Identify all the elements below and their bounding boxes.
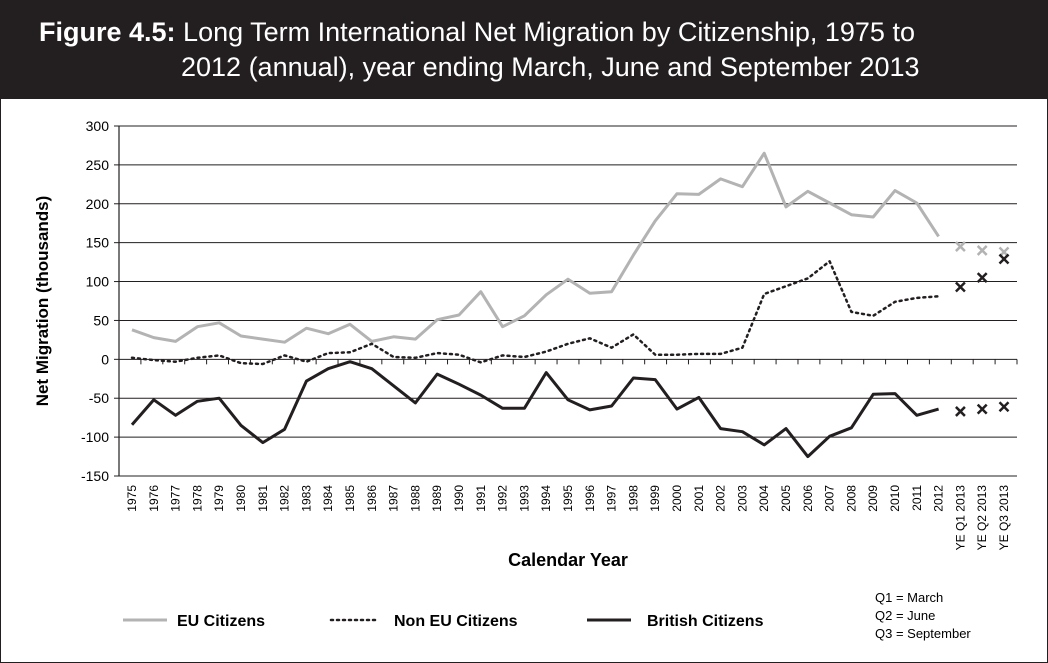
x-tick-label: 1991 [474, 485, 488, 512]
x-tick-label: 1999 [648, 485, 662, 512]
x-tick-label: 1994 [539, 485, 553, 512]
legend-label: British Citizens [647, 613, 764, 630]
series-line-british-citizens [130, 360, 940, 459]
marker-stroke [955, 406, 966, 417]
figure-title-line-1: Figure 4.5: Long Term International Net … [39, 16, 915, 48]
marker-stroke [976, 272, 988, 284]
series-line-eu-citizens [131, 151, 940, 344]
y-tick-label: 300 [86, 118, 110, 134]
x-tick-label: 1980 [234, 485, 248, 512]
figure-number: Figure 4.5: [39, 17, 176, 47]
legend-label: Non EU Citizens [394, 613, 518, 630]
x-tick-label: 2000 [670, 485, 684, 512]
marker-stroke [998, 401, 1010, 413]
x-tick-label: 1981 [256, 485, 270, 512]
migration-line-chart: 300 250 200 150 100 50 0 -50 -100 -150 1975 1976 197… [33, 118, 1018, 641]
x-tick-label: 2010 [888, 485, 902, 512]
x-tick-label: YE Q2 2013 [975, 485, 989, 551]
y-tick-label: 150 [86, 235, 110, 251]
x-tick-label: 1987 [387, 485, 401, 512]
x-tick-label: 1984 [321, 485, 335, 512]
x-tick-label: 2007 [823, 485, 837, 512]
marker-stroke [976, 245, 988, 256]
x-tick-label: 2011 [910, 485, 924, 511]
x-tick-label: 2009 [866, 485, 880, 512]
quarter-marker-eu-citizens [976, 245, 988, 256]
y-tick-label: 250 [86, 157, 110, 173]
x-tick-label: 1995 [561, 485, 575, 512]
x-tick-label: 1990 [452, 485, 466, 512]
quarter-note: Q3 = September [875, 626, 971, 641]
quarter-marker-non-eu-citizens [998, 253, 1010, 265]
marker-stroke [955, 241, 966, 252]
x-tick-label: 2004 [757, 485, 771, 512]
x-tick-label: 1993 [517, 485, 531, 512]
x-tick-label: 1977 [169, 485, 183, 512]
x-tick-label: 1978 [190, 485, 204, 512]
x-tick-label: YE Q1 2013 [953, 485, 967, 551]
x-tick-label: 1979 [212, 485, 226, 512]
marker-stroke [976, 403, 988, 415]
quarter-marker-british-citizens [955, 406, 966, 417]
y-tick-label: 200 [86, 196, 110, 212]
quarter-marker-non-eu-citizens [955, 281, 966, 293]
x-tick-label: 2005 [779, 485, 793, 512]
quarter-marker-non-eu-citizens [976, 272, 988, 284]
x-tick-label: 1996 [583, 485, 597, 512]
x-axis-label: Calendar Year [508, 550, 628, 570]
x-tick-label: 2012 [932, 485, 946, 512]
y-tick-label: -50 [89, 390, 109, 406]
x-tick-label: 1989 [430, 485, 444, 512]
figure-title-text-1: Long Term International Net Migration by… [183, 17, 915, 47]
marker-stroke [998, 253, 1010, 265]
quarter-marker-british-citizens [976, 403, 988, 415]
quarter-marker-british-citizens [998, 401, 1010, 413]
x-tick-label: 1992 [496, 485, 510, 512]
x-tick-label: 1985 [343, 485, 357, 512]
x-tick-label: 1975 [125, 485, 139, 512]
y-tick-label: 100 [86, 274, 110, 290]
figure-title-line-2: 2012 (annual), year ending March, June a… [181, 52, 920, 82]
series-line-non-eu-citizens [130, 260, 940, 366]
x-tick-label: 2001 [692, 485, 706, 512]
y-tick-label: -150 [81, 468, 109, 484]
x-tick-label: 1982 [278, 485, 292, 512]
quarter-note: Q1 = March [875, 590, 943, 605]
figure-header: Figure 4.5: Long Term International Net … [1, 1, 1047, 99]
y-tick-label: -100 [81, 429, 109, 445]
x-tick-label: 1976 [147, 485, 161, 512]
legend-label: EU Citizens [177, 613, 265, 630]
y-tick-label: 0 [101, 351, 109, 367]
x-tick-label: 1983 [299, 485, 313, 512]
x-tick-label: 1998 [626, 485, 640, 512]
x-tick-label: 2006 [801, 485, 815, 512]
x-tick-label: 1988 [408, 485, 422, 512]
marker-stroke [955, 281, 966, 293]
x-tick-label: 1997 [605, 485, 619, 512]
x-tick-label: 1986 [365, 485, 379, 512]
y-tick-label: 50 [93, 312, 109, 328]
x-tick-label: 2002 [714, 485, 728, 512]
x-tick-label: 2003 [735, 485, 749, 512]
x-tick-label: 2008 [844, 485, 858, 512]
y-axis-label: Net Migration (thousands) [33, 196, 52, 407]
quarter-note: Q2 = June [875, 608, 935, 623]
x-tick-label: YE Q3 2013 [997, 485, 1011, 551]
quarter-marker-eu-citizens [955, 241, 966, 252]
